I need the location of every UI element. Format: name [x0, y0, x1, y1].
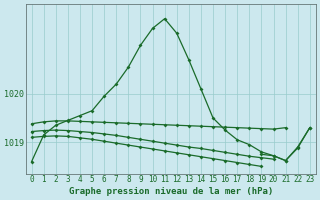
X-axis label: Graphe pression niveau de la mer (hPa): Graphe pression niveau de la mer (hPa): [68, 187, 273, 196]
